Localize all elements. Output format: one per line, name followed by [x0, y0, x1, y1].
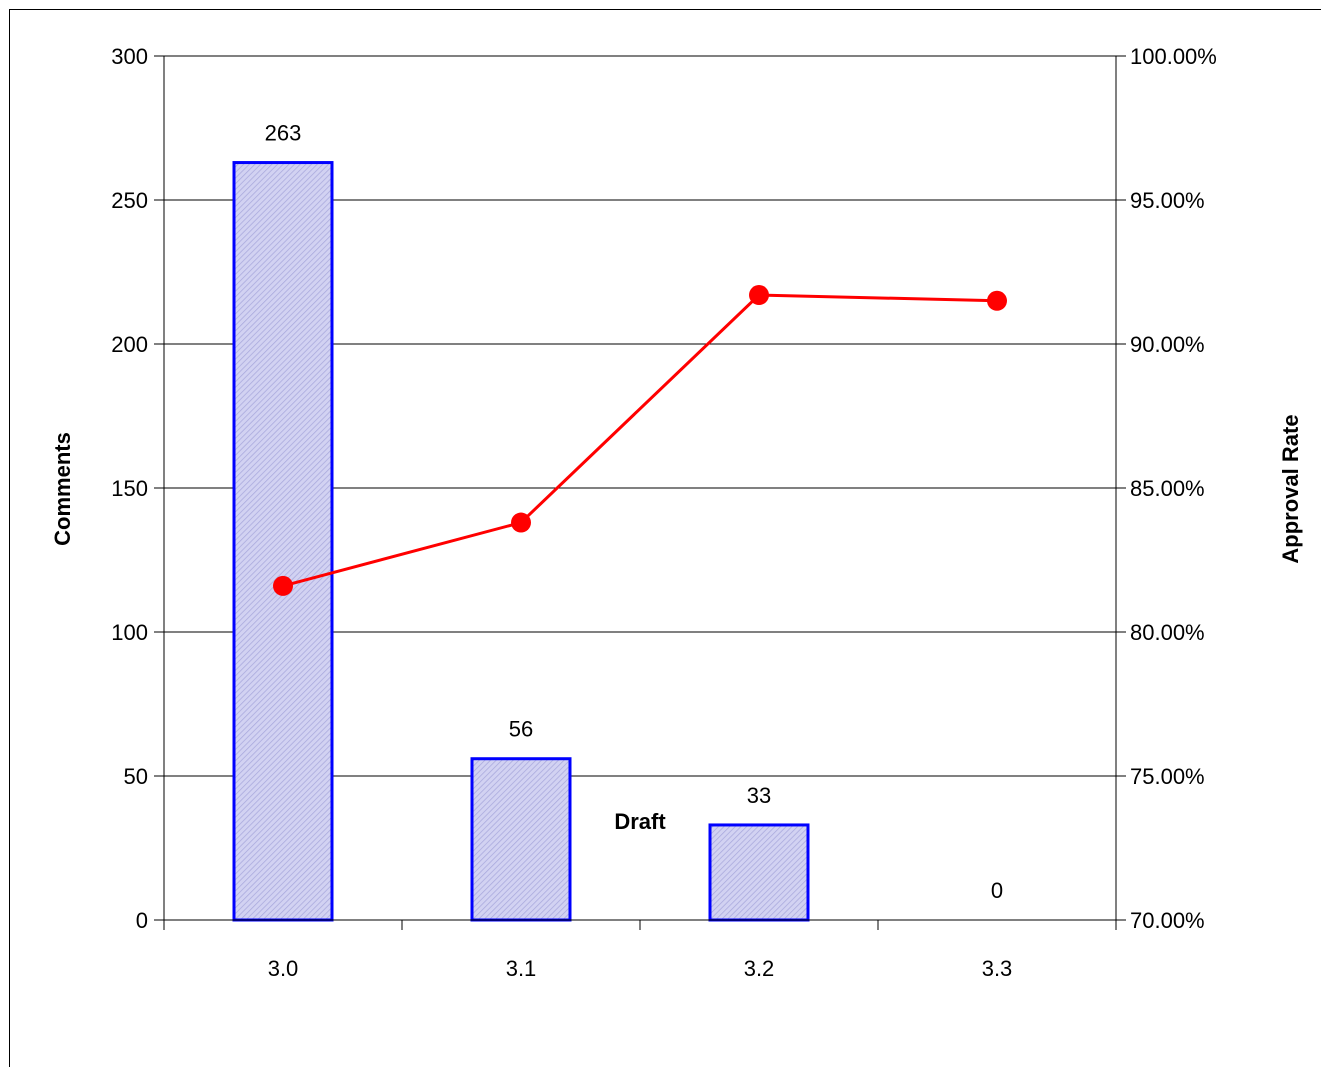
y2-tick-label: 85.00% [1130, 476, 1205, 501]
y-tick-label: 250 [111, 188, 148, 213]
y-tick-label: 200 [111, 332, 148, 357]
y2-tick-label: 75.00% [1130, 764, 1205, 789]
y-tick-label: 0 [136, 908, 148, 933]
y-axis-title: Comments [50, 432, 75, 546]
y-tick-label: 300 [111, 44, 148, 69]
line-series [273, 285, 1007, 596]
labels: Draft Comments Approval Rate [50, 414, 1303, 834]
y-tick-label: 100 [111, 620, 148, 645]
bar-series: 263 56 33 0 [232, 121, 1003, 922]
bar [708, 823, 810, 922]
y-tick-label: 150 [111, 476, 148, 501]
y2-tick-label: 95.00% [1130, 188, 1205, 213]
y2-axis-title: Approval Rate [1278, 414, 1303, 563]
approval-rate-line [282, 293, 998, 588]
y2-tick-label: 90.00% [1130, 332, 1205, 357]
approval-rate-point [511, 512, 531, 533]
x-tick-label: 3.1 [506, 956, 537, 981]
axes: 0 50 100 150 200 250 300 70.00% 75.00% 80.00% 85.0… [111, 44, 1217, 981]
x-tick-label: 3.2 [744, 956, 775, 981]
bar [470, 757, 572, 922]
x-axis-title: Draft [614, 809, 666, 834]
y2-tick-label: 100.00% [1130, 44, 1217, 69]
bar [232, 161, 334, 922]
bar-data-label: 263 [265, 121, 302, 146]
approval-rate-point [273, 575, 293, 596]
y2-tick-label: 80.00% [1130, 620, 1205, 645]
y-tick-label: 50 [124, 764, 148, 789]
x-tick-label: 3.3 [982, 956, 1013, 981]
bar-data-label: 56 [509, 717, 533, 742]
x-tick-label: 3.0 [268, 956, 299, 981]
approval-rate-point [749, 285, 769, 306]
chart-frame [9, 9, 1321, 1067]
bar-data-label: 33 [747, 783, 771, 808]
bar-data-label: 0 [991, 878, 1003, 903]
approval-rate-point [987, 290, 1007, 311]
y2-tick-label: 70.00% [1130, 908, 1205, 933]
gridlines [164, 55, 1116, 777]
